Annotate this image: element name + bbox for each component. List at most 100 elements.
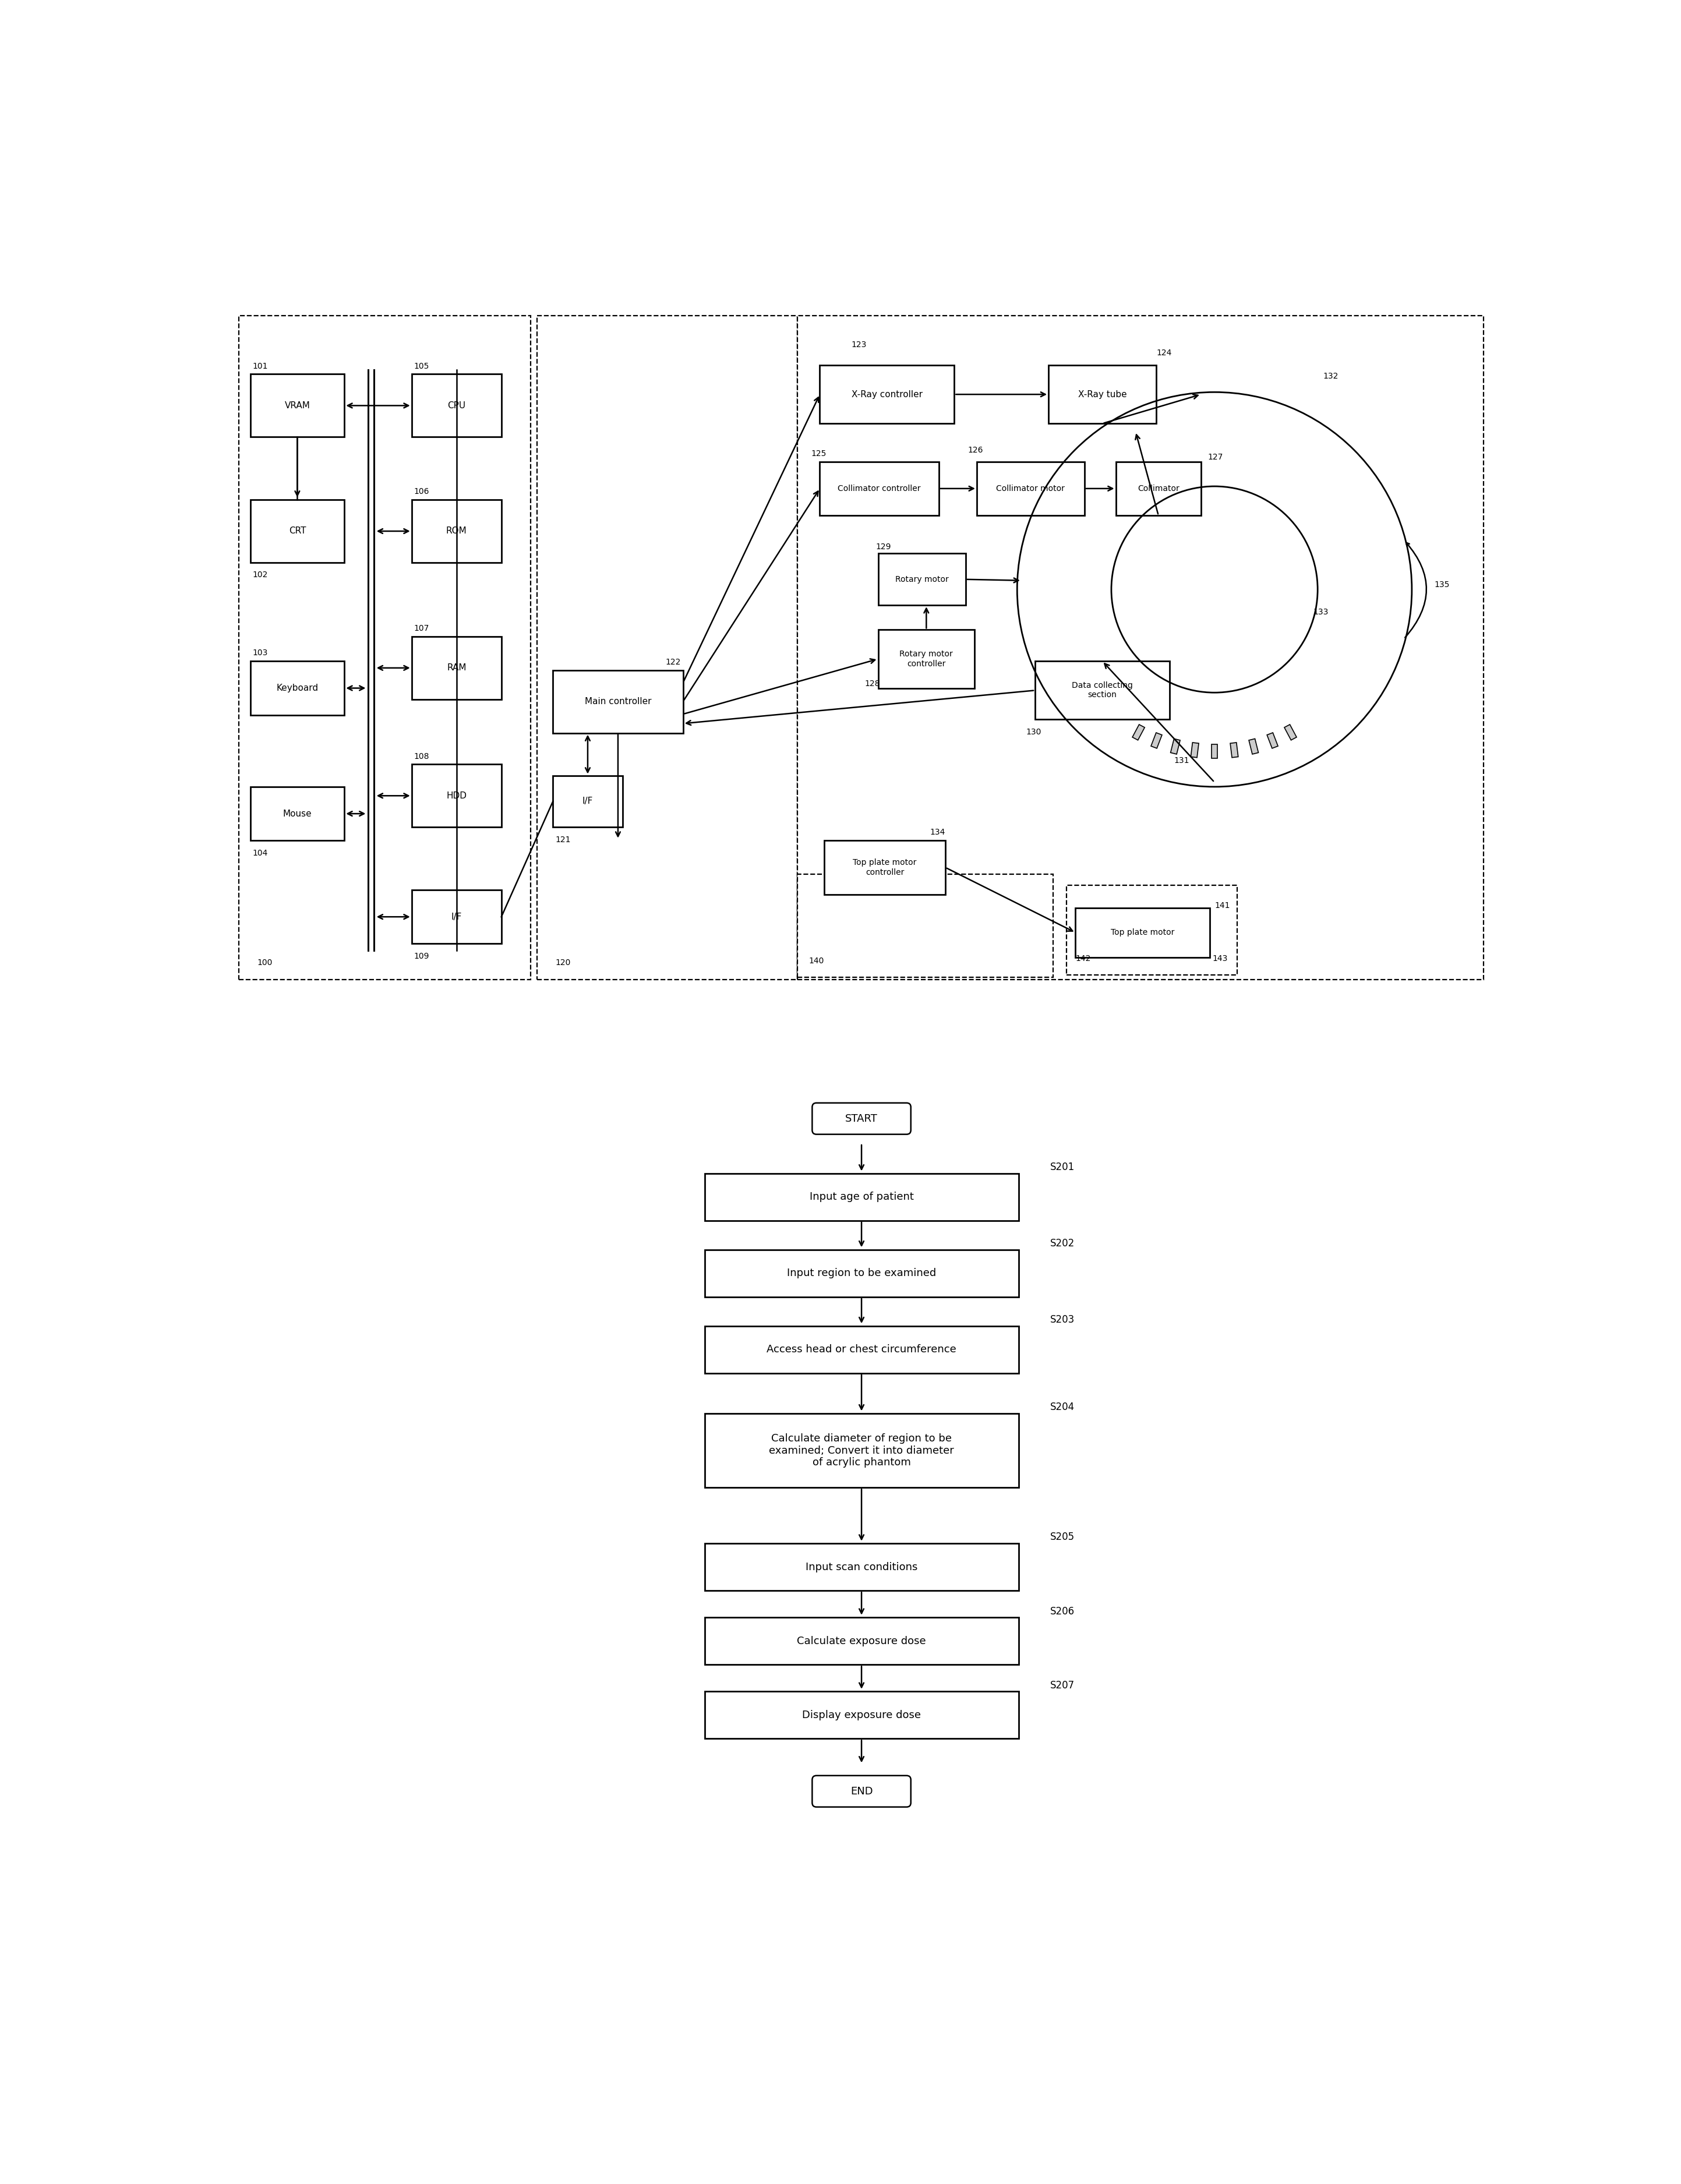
Bar (1076, 909, 1210, 957)
Text: HDD: HDD (447, 791, 467, 799)
Bar (412, 373, 501, 437)
Text: 106: 106 (414, 487, 429, 496)
Bar (877, 553, 965, 605)
Text: 129: 129 (876, 544, 891, 550)
Bar (553, 670, 682, 734)
Bar (1230, 743, 1239, 758)
Text: 126: 126 (968, 446, 983, 454)
Text: 104: 104 (252, 850, 267, 856)
Bar (239, 317, 531, 981)
Text: S206: S206 (1051, 1605, 1074, 1616)
Bar (1212, 745, 1217, 758)
Text: Top plate motor: Top plate motor (1111, 928, 1175, 937)
Text: RAM: RAM (447, 664, 466, 673)
Bar (412, 636, 501, 699)
Bar (412, 500, 501, 563)
Bar (412, 889, 501, 943)
Text: 120: 120 (555, 959, 570, 968)
Text: X-Ray controller: X-Ray controller (852, 391, 923, 400)
Text: Mouse: Mouse (282, 810, 311, 819)
Text: Main controller: Main controller (585, 697, 651, 705)
FancyBboxPatch shape (812, 1103, 911, 1133)
Bar (250, 373, 345, 437)
Bar (1170, 738, 1180, 753)
Text: Rotary motor
controller: Rotary motor controller (899, 651, 953, 668)
Bar (797, 317, 1484, 981)
Text: Calculate exposure dose: Calculate exposure dose (797, 1636, 926, 1647)
Text: Keyboard: Keyboard (276, 684, 318, 692)
Bar (553, 775, 622, 828)
Text: 122: 122 (666, 657, 681, 666)
Bar (1049, 365, 1157, 424)
Text: CPU: CPU (447, 402, 466, 411)
Bar (704, 1544, 1019, 1590)
Text: VRAM: VRAM (284, 402, 309, 411)
Bar (797, 874, 1052, 978)
Bar (877, 629, 975, 688)
Bar (1190, 743, 1199, 758)
Text: 135: 135 (1434, 581, 1449, 590)
Bar (412, 764, 501, 828)
Text: END: END (851, 1787, 872, 1797)
Text: START: START (846, 1114, 877, 1125)
Text: 124: 124 (1157, 349, 1172, 356)
Text: 133: 133 (1313, 607, 1328, 616)
Text: Input region to be examined: Input region to be examined (787, 1269, 936, 1278)
Bar (704, 1618, 1019, 1664)
FancyBboxPatch shape (812, 1776, 911, 1806)
Bar (1066, 885, 1237, 974)
Bar (820, 461, 938, 515)
Text: 132: 132 (1323, 371, 1338, 380)
Text: 134: 134 (930, 828, 945, 836)
Text: 105: 105 (414, 363, 429, 371)
Text: Calculate diameter of region to be
examined; Convert it into diameter
of acrylic: Calculate diameter of region to be exami… (768, 1433, 955, 1468)
Text: 123: 123 (851, 341, 867, 349)
Text: X-Ray tube: X-Ray tube (1078, 391, 1126, 400)
Text: 141: 141 (1214, 902, 1230, 911)
Text: 131: 131 (1173, 756, 1190, 764)
Text: 121: 121 (555, 836, 570, 843)
Text: 109: 109 (414, 952, 429, 961)
Bar (977, 461, 1084, 515)
Text: Top plate motor
controller: Top plate motor controller (852, 858, 916, 876)
Text: Collimator controller: Collimator controller (837, 485, 921, 494)
Text: 130: 130 (1025, 727, 1042, 736)
Bar (704, 1249, 1019, 1297)
Bar (824, 841, 945, 895)
Bar (1267, 732, 1278, 749)
Text: ROM: ROM (445, 526, 467, 535)
Text: Access head or chest circumference: Access head or chest circumference (767, 1345, 956, 1354)
Bar (250, 786, 345, 841)
Text: Collimator: Collimator (1138, 485, 1180, 494)
Text: S207: S207 (1051, 1679, 1074, 1690)
Text: Collimator motor: Collimator motor (997, 485, 1066, 494)
Text: 102: 102 (252, 570, 267, 579)
Text: 142: 142 (1076, 954, 1091, 963)
Text: S202: S202 (1051, 1238, 1074, 1249)
Text: Input age of patient: Input age of patient (810, 1192, 913, 1203)
Text: 140: 140 (809, 957, 824, 965)
Bar (704, 1413, 1019, 1487)
Text: 143: 143 (1212, 954, 1227, 963)
Text: CRT: CRT (289, 526, 306, 535)
Text: S201: S201 (1051, 1162, 1074, 1173)
Bar (538, 317, 797, 981)
Text: 125: 125 (810, 450, 825, 459)
Bar (1284, 725, 1296, 740)
Text: 101: 101 (252, 363, 267, 371)
Text: S204: S204 (1051, 1402, 1074, 1413)
Text: Data collecting
section: Data collecting section (1072, 681, 1133, 699)
Bar (1116, 461, 1200, 515)
Bar (1035, 662, 1170, 719)
Text: 107: 107 (414, 625, 429, 633)
Text: Rotary motor: Rotary motor (894, 574, 948, 583)
Bar (250, 662, 345, 714)
Bar (704, 1690, 1019, 1738)
Text: S203: S203 (1051, 1315, 1074, 1326)
Bar (704, 1326, 1019, 1374)
Text: 127: 127 (1207, 452, 1224, 461)
Bar (704, 1173, 1019, 1221)
Text: 128: 128 (864, 679, 881, 688)
Bar (1151, 732, 1162, 749)
Bar (1249, 738, 1259, 753)
